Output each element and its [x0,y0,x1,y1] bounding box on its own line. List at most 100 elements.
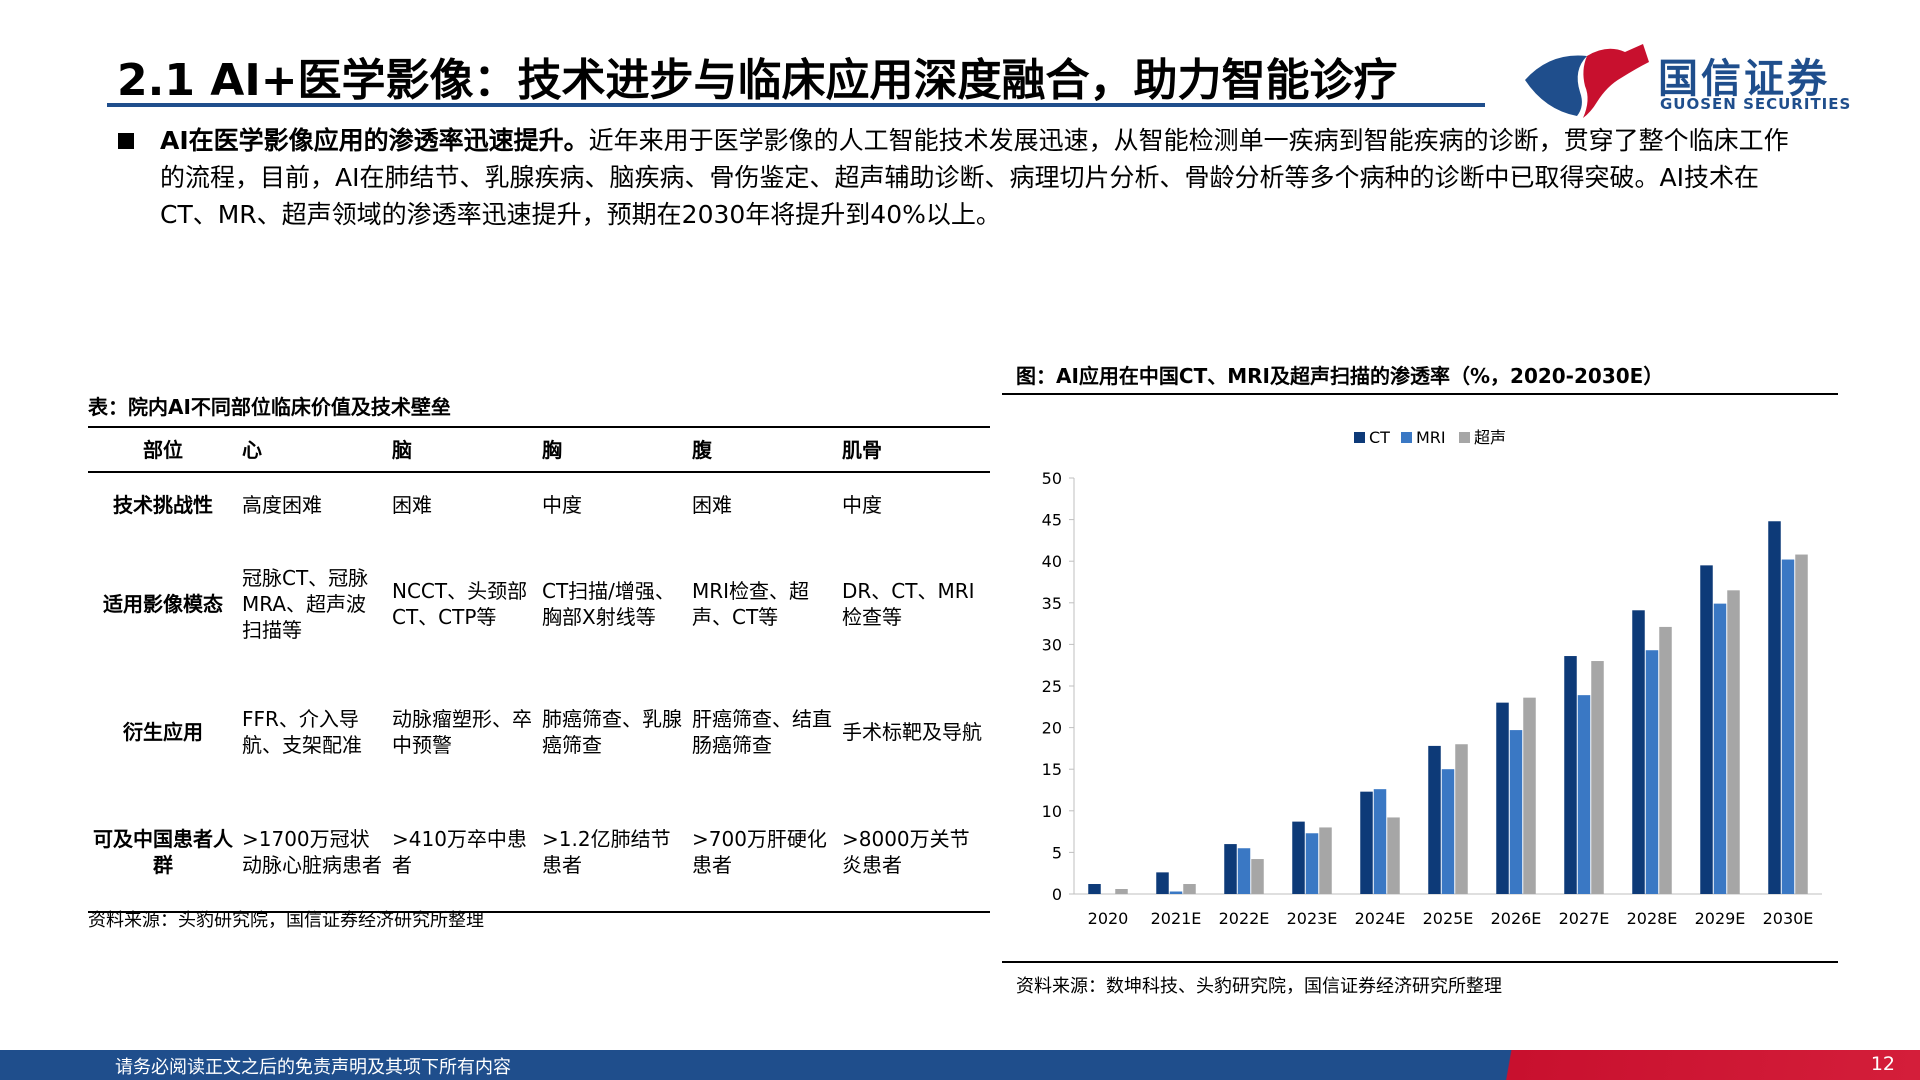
table-cell: FFR、介入导航、支架配准 [242,707,362,757]
table-header-cell: 腹 [692,437,712,462]
table-cell: >8000万关节炎患者 [842,826,970,877]
table-source-note: 资料来源：头豹研究院，国信证券经济研究所整理 [88,910,484,931]
table-cell: 肺癌筛查、乳腺癌筛查 [542,707,682,757]
bar-CT [1768,521,1781,894]
y-tick-label: 15 [1042,760,1062,779]
bar-CT [1360,791,1373,894]
y-tick-label: 10 [1042,802,1062,821]
x-tick-label: 2020 [1088,909,1129,928]
x-tick-label: 2022E [1219,909,1270,928]
intro-paragraph: AI在医学影像应用的渗透率迅速提升。近年来用于医学影像的人工智能技术发展迅速，从… [160,122,1810,233]
table-cell: >700万肝硬化患者 [692,826,827,877]
x-tick-label: 2028E [1627,909,1678,928]
table-header-cell: 部位 [143,437,183,462]
y-tick-label: 0 [1052,885,1062,904]
bar-CT [1700,565,1713,894]
y-tick-label: 5 [1052,843,1062,862]
bar-超声 [1591,661,1604,894]
table-row: 可及中国患者人群 >1700万冠状动脉心脏病患者 >410万卒中患者 >1.2亿… [88,792,990,912]
bar-CT [1564,656,1577,894]
intro-lead: AI在医学影像应用的渗透率迅速提升。 [160,126,589,155]
table-cell: 动脉瘤塑形、卒中预警 [392,707,532,757]
bar-超声 [1659,626,1672,894]
legend-swatch [1354,432,1365,443]
bar-MRI [1237,848,1251,894]
bullet-square-icon [118,133,134,149]
title-underline [107,103,1485,107]
table-cell: NCCT、头颈部CT、CTP等 [392,579,528,629]
legend-swatch [1401,432,1412,443]
footer-accent [1450,1050,1920,1080]
y-tick-label: 35 [1042,594,1062,613]
chart-title: 图：AI应用在中国CT、MRI及超声扫描的渗透率（%，2020-2030E） [1016,364,1664,388]
clinical-value-table: 部位 心 脑 胸 腹 肌骨 技术挑战性 高度困难 困难 中度 困难 中度 适用影… [88,426,990,913]
table-cell: >1700万冠状动脉心脏病患者 [242,826,382,877]
bar-MRI [1509,730,1523,894]
x-tick-label: 2023E [1287,909,1338,928]
chart-source-note: 资料来源：数坤科技、头豹研究院，国信证券经济研究所整理 [1016,976,1502,997]
footer-disclaimer: 请务必阅读正文之后的免责声明及其项下所有内容 [115,1057,511,1078]
table-header-cell: 胸 [542,437,562,462]
table-row-label: 技术挑战性 [113,492,213,517]
x-tick-label: 2027E [1559,909,1610,928]
bar-超声 [1387,817,1400,894]
bar-MRI [1577,695,1591,894]
bar-CT [1496,702,1509,894]
y-tick-label: 30 [1042,635,1062,654]
table-cell: >1.2亿肺结节患者 [542,826,671,877]
bar-MRI [1169,891,1183,894]
y-tick-label: 40 [1042,552,1062,571]
table-cell: >410万卒中患者 [392,826,527,877]
penetration-bar-chart: 0 5 10 15 20 25 30 35 40 45 50 2020 2021E 2022E 2023E 2… [1042,428,1822,928]
x-tick-label: 2026E [1491,909,1542,928]
bar-超声 [1727,590,1740,894]
table-cell: 冠脉CT、冠脉MRA、超声波扫描等 [242,566,369,642]
table-row: 衍生应用 FFR、介入导航、支架配准 动脉瘤塑形、卒中预警 肺癌筛查、乳腺癌筛查… [88,672,990,792]
table-cell: 中度 [542,492,582,517]
x-tick-label: 2021E [1151,909,1202,928]
table-cell: 肝癌筛查、结直肠癌筛查 [692,707,832,757]
bar-CT [1156,872,1169,894]
y-tick-label: 20 [1042,719,1062,738]
bar-MRI [1781,559,1795,894]
chart-bottom-rule [1002,961,1838,963]
guosen-logo: 国信证券 GUOSEN SECURITIES [1525,40,1850,120]
guosen-logo-mark-icon [1525,44,1649,118]
table-cell: CT扫描/增强、胸部X射线等 [542,579,675,629]
table-row-label: 适用影像模态 [103,592,223,616]
x-tick-label: 2030E [1763,909,1814,928]
bar-CT [1292,821,1305,894]
chart-top-rule [1002,393,1838,395]
table-cell: 中度 [842,492,882,517]
legend-swatch [1459,432,1470,443]
table-cell: DR、CT、MRI检查等 [842,579,975,629]
bar-MRI [1645,650,1659,894]
table-row-label: 可及中国患者人群 [93,826,233,877]
bar-超声 [1183,884,1196,894]
bar-超声 [1115,889,1128,894]
legend-label: MRI [1416,428,1446,447]
logo-text-en: GUOSEN SECURITIES [1660,95,1852,113]
y-tick-label: 45 [1042,511,1062,530]
page-number: 12 [1870,1053,1895,1075]
legend-label: 超声 [1474,428,1506,447]
table-row-label: 衍生应用 [123,720,203,744]
bar-超声 [1795,554,1808,894]
table-header-cell: 脑 [392,437,412,462]
intro-body: 近年来用于医学影像的人工智能技术发展迅速，从智能检测单一疾病到智能疾病的诊断，贯… [160,126,1789,229]
page-title: 2.1 AI+医学影像：技术进步与临床应用深度融合，助力智能诊疗 [117,55,1398,106]
bar-超声 [1319,827,1332,894]
bar-CT [1428,745,1441,894]
bar-MRI [1305,833,1319,894]
bar-超声 [1251,859,1264,894]
bar-CT [1224,844,1237,894]
table-cell: 困难 [692,492,732,517]
bar-CT [1632,610,1645,894]
table-header-cell: 肌骨 [842,437,882,462]
table-cell: 手术标靶及导航 [842,720,982,744]
bar-超声 [1523,697,1536,894]
table-cell: 困难 [392,492,432,517]
table-row: 技术挑战性 高度困难 困难 中度 困难 中度 [88,472,990,536]
table-header-cell: 心 [242,437,262,462]
bar-MRI [1713,603,1727,894]
